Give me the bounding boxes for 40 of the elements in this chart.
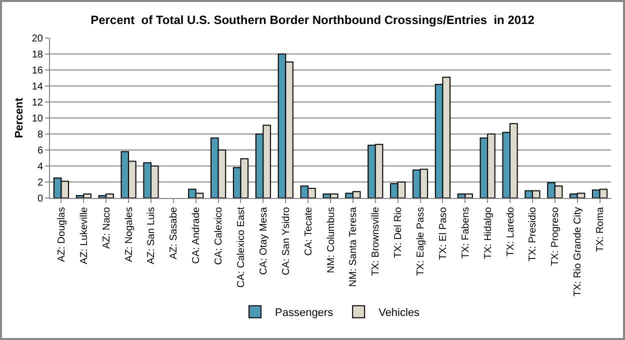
x-tick-label: TX: Presidio bbox=[528, 206, 539, 262]
x-tick-label: AZ: Douglas bbox=[56, 207, 68, 262]
x-tick-label: AZ: Nogales bbox=[124, 207, 135, 262]
y-axis-title: Percent bbox=[14, 97, 26, 138]
y-tick-label: 10 bbox=[32, 114, 44, 124]
y-tick-label: 16 bbox=[32, 66, 44, 76]
x-tick-label: TX: Progreso bbox=[550, 206, 562, 266]
x-tick-label: CA: Calexico bbox=[214, 206, 225, 265]
y-tick-label: 4 bbox=[37, 162, 44, 172]
x-tick-label: NM: Santa Teresa bbox=[348, 206, 360, 287]
x-tick-label: TX: Brownsville bbox=[370, 206, 382, 276]
x-tick-label: AZ: Sasabe bbox=[168, 206, 180, 260]
x-tick-label: CA: Tecate bbox=[303, 206, 314, 256]
y-tick-label: 0 bbox=[37, 194, 44, 204]
legend-label: Vehicles bbox=[378, 306, 420, 319]
y-tick-label: 14 bbox=[32, 82, 44, 92]
x-tick-label: AZ: San Luis bbox=[146, 207, 158, 264]
chart-title: Percent of Total U.S. Southern Border Northbound Crossings/Entries in 2012 bbox=[90, 12, 535, 27]
legend-label: Passengers bbox=[275, 306, 334, 319]
x-tick-label: TX: Rio Grande City bbox=[572, 207, 584, 296]
x-tick-label: AZ: Naco bbox=[101, 206, 112, 249]
x-tick-label: TX: Fabens bbox=[460, 207, 472, 259]
x-tick-label: TX: Del Rio bbox=[393, 206, 404, 258]
x-tick-label: TX: Hidalgo bbox=[482, 206, 494, 260]
x-tick-label: CA: Andrade bbox=[191, 206, 202, 264]
y-tick-label: 6 bbox=[37, 146, 44, 156]
x-tick-label: CA: Calexico East bbox=[236, 206, 247, 288]
x-tick-label: TX: Roma bbox=[595, 206, 606, 252]
x-tick-label: TX: Laredo bbox=[505, 206, 516, 256]
x-tick-label: TX: Eagle Pass bbox=[416, 207, 427, 276]
x-tick-label: TX: El Paso bbox=[438, 206, 449, 260]
x-tick-label: CA: San Ysidro bbox=[280, 206, 292, 276]
y-tick-label: 2 bbox=[37, 178, 44, 188]
y-tick-label: 18 bbox=[32, 50, 44, 60]
y-tick-label: 20 bbox=[32, 34, 44, 44]
x-tick-label: CA: Otay Mesa bbox=[258, 206, 270, 275]
y-tick-label: 12 bbox=[32, 98, 44, 108]
x-tick-label: NM: Columbus bbox=[326, 207, 337, 274]
x-tick-label: AZ: Lukeville bbox=[78, 206, 90, 264]
y-tick-label: 8 bbox=[37, 130, 44, 140]
